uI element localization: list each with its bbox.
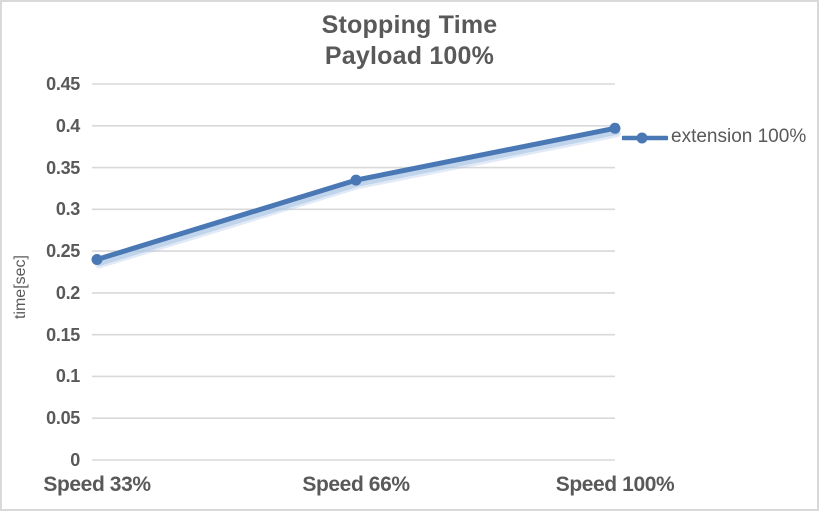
chart-title: Stopping Time Payload 100% bbox=[2, 10, 817, 72]
series-line-shadow bbox=[95, 129, 621, 269]
data-point-marker bbox=[350, 174, 362, 186]
y-tick-label: 0.35 bbox=[46, 157, 80, 178]
chart-title-line1: Stopping Time bbox=[321, 11, 498, 39]
x-category-label: Speed 66% bbox=[302, 473, 410, 496]
y-tick-label: 0.05 bbox=[46, 408, 80, 429]
y-tick-label: 0.1 bbox=[55, 366, 80, 387]
legend-marker-dot bbox=[636, 132, 648, 144]
legend-entry-label: extension 100% bbox=[671, 126, 807, 147]
data-point-marker bbox=[91, 253, 103, 265]
y-tick-label: 0.25 bbox=[46, 241, 80, 262]
y-tick-label: 0.3 bbox=[55, 199, 80, 220]
y-axis-title: time[sec] bbox=[12, 255, 29, 320]
y-tick-label: 0.4 bbox=[55, 115, 80, 136]
legend-line-marker-icon bbox=[622, 132, 668, 144]
x-category-label: Speed 33% bbox=[43, 473, 151, 496]
y-tick-label: 0.45 bbox=[46, 74, 80, 94]
legend: extension 100% bbox=[622, 126, 806, 148]
y-tick-label: 0.2 bbox=[55, 282, 80, 303]
x-category-label: Speed 100% bbox=[555, 473, 675, 496]
y-tick-label: 0 bbox=[70, 450, 80, 470]
data-point-marker bbox=[609, 122, 621, 134]
y-tick-label: 0.15 bbox=[46, 324, 80, 345]
chart-title-line2: Payload 100% bbox=[324, 42, 495, 70]
